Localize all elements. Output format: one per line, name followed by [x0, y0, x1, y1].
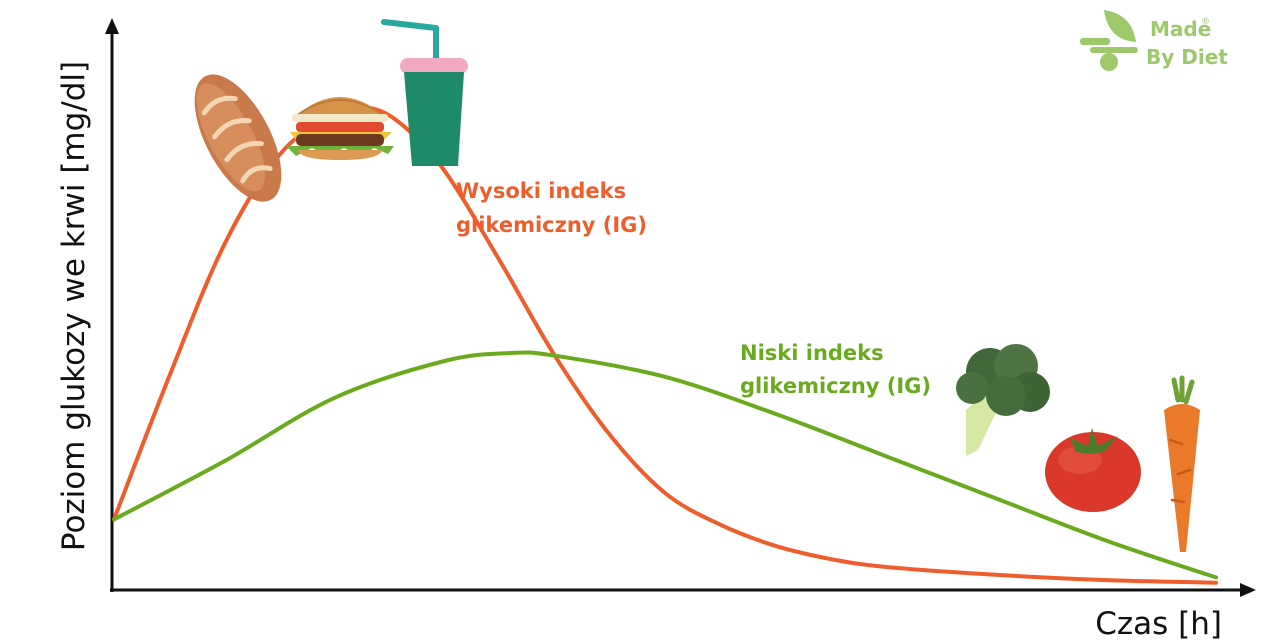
x-axis-arrow: [1240, 583, 1256, 597]
y-axis-label: Poziom glukozy we krwi [mg/dl]: [56, 61, 92, 551]
burger-icon: [286, 97, 394, 160]
low-gi-label: Niski indeks glikemiczny (IG): [740, 341, 931, 398]
tomato-icon: [1045, 428, 1141, 512]
logo-line2: By Diet: [1146, 45, 1228, 69]
logo-registered-mark: ®: [1201, 17, 1210, 27]
high-gi-label-line1: Wysoki indeks: [456, 179, 626, 203]
broccoli-icon: [956, 344, 1050, 456]
series-line-low-gi: [112, 350, 1218, 580]
high-gi-label: Wysoki indeks glikemiczny (IG): [456, 179, 647, 237]
high-gi-label-line2: glikemiczny (IG): [456, 213, 647, 237]
low-gi-label-line2: glikemiczny (IG): [740, 374, 931, 398]
x-axis-label: Czas [h]: [1095, 606, 1222, 640]
logo-line1: Made: [1150, 17, 1211, 41]
made-by-diet-logo: Made ® By Diet: [1080, 10, 1228, 71]
bread-icon: [194, 74, 282, 202]
low-gi-label-line1: Niski indeks: [740, 341, 884, 365]
carrot-icon: [1164, 375, 1200, 552]
y-axis-arrow: [105, 18, 119, 34]
soda-cup-icon: [381, 19, 468, 166]
